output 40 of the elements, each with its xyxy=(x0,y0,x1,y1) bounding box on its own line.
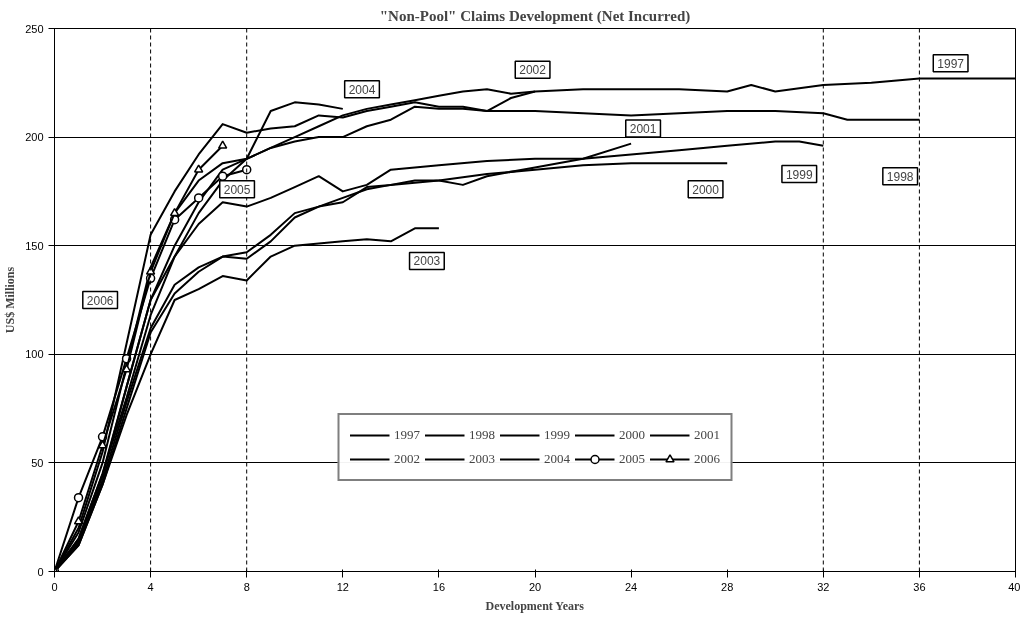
legend-label: 1999 xyxy=(544,427,570,443)
y-axis-title: US$ Millions xyxy=(3,266,18,334)
x-tick-label: 0 xyxy=(51,580,58,593)
annotation: 2002 xyxy=(519,63,547,78)
x-tick-label: 24 xyxy=(624,580,638,593)
x-tick-label: 8 xyxy=(243,580,250,593)
x-axis-title: Development Years xyxy=(485,598,585,613)
legend-label: 2001 xyxy=(694,427,720,443)
y-tick-label: 250 xyxy=(25,22,44,35)
x-tick-label: 20 xyxy=(528,580,542,593)
x-tick-label: 40 xyxy=(1008,580,1021,593)
y-tick-label: 0 xyxy=(37,565,44,578)
legend-label: 2005 xyxy=(619,451,645,467)
annotation: 2001 xyxy=(629,121,657,136)
legend-label: 1998 xyxy=(469,427,495,443)
annotation: 1998 xyxy=(886,169,914,184)
legend-label: 2004 xyxy=(544,451,570,467)
legend-label: 2006 xyxy=(694,451,720,467)
legend-label: 2000 xyxy=(619,427,645,443)
y-tick-label: 150 xyxy=(25,239,44,252)
annotation: 1997 xyxy=(937,56,965,71)
annotation: 1999 xyxy=(785,167,813,182)
legend-label: 1997 xyxy=(394,427,420,443)
y-tick-label: 50 xyxy=(31,456,44,469)
annotation: 2004 xyxy=(348,82,376,97)
annotation: 2005 xyxy=(223,182,251,197)
legend-label: 2003 xyxy=(469,451,495,467)
y-tick-label: 200 xyxy=(25,131,44,144)
x-tick-label: 28 xyxy=(721,580,734,593)
x-tick-label: 4 xyxy=(147,580,154,593)
annotation: 2003 xyxy=(413,254,441,269)
legend-label: 2002 xyxy=(394,451,420,467)
x-tick-label: 32 xyxy=(817,580,830,593)
y-tick-label: 100 xyxy=(25,348,44,361)
x-tick-label: 36 xyxy=(913,580,926,593)
annotation: 2000 xyxy=(692,182,720,197)
x-tick-label: 12 xyxy=(336,580,349,593)
annotation: 2006 xyxy=(86,293,114,308)
x-tick-label: 16 xyxy=(432,580,446,593)
chart-title: "Non-Pool" Claims Development (Net Incurred) xyxy=(379,7,691,25)
